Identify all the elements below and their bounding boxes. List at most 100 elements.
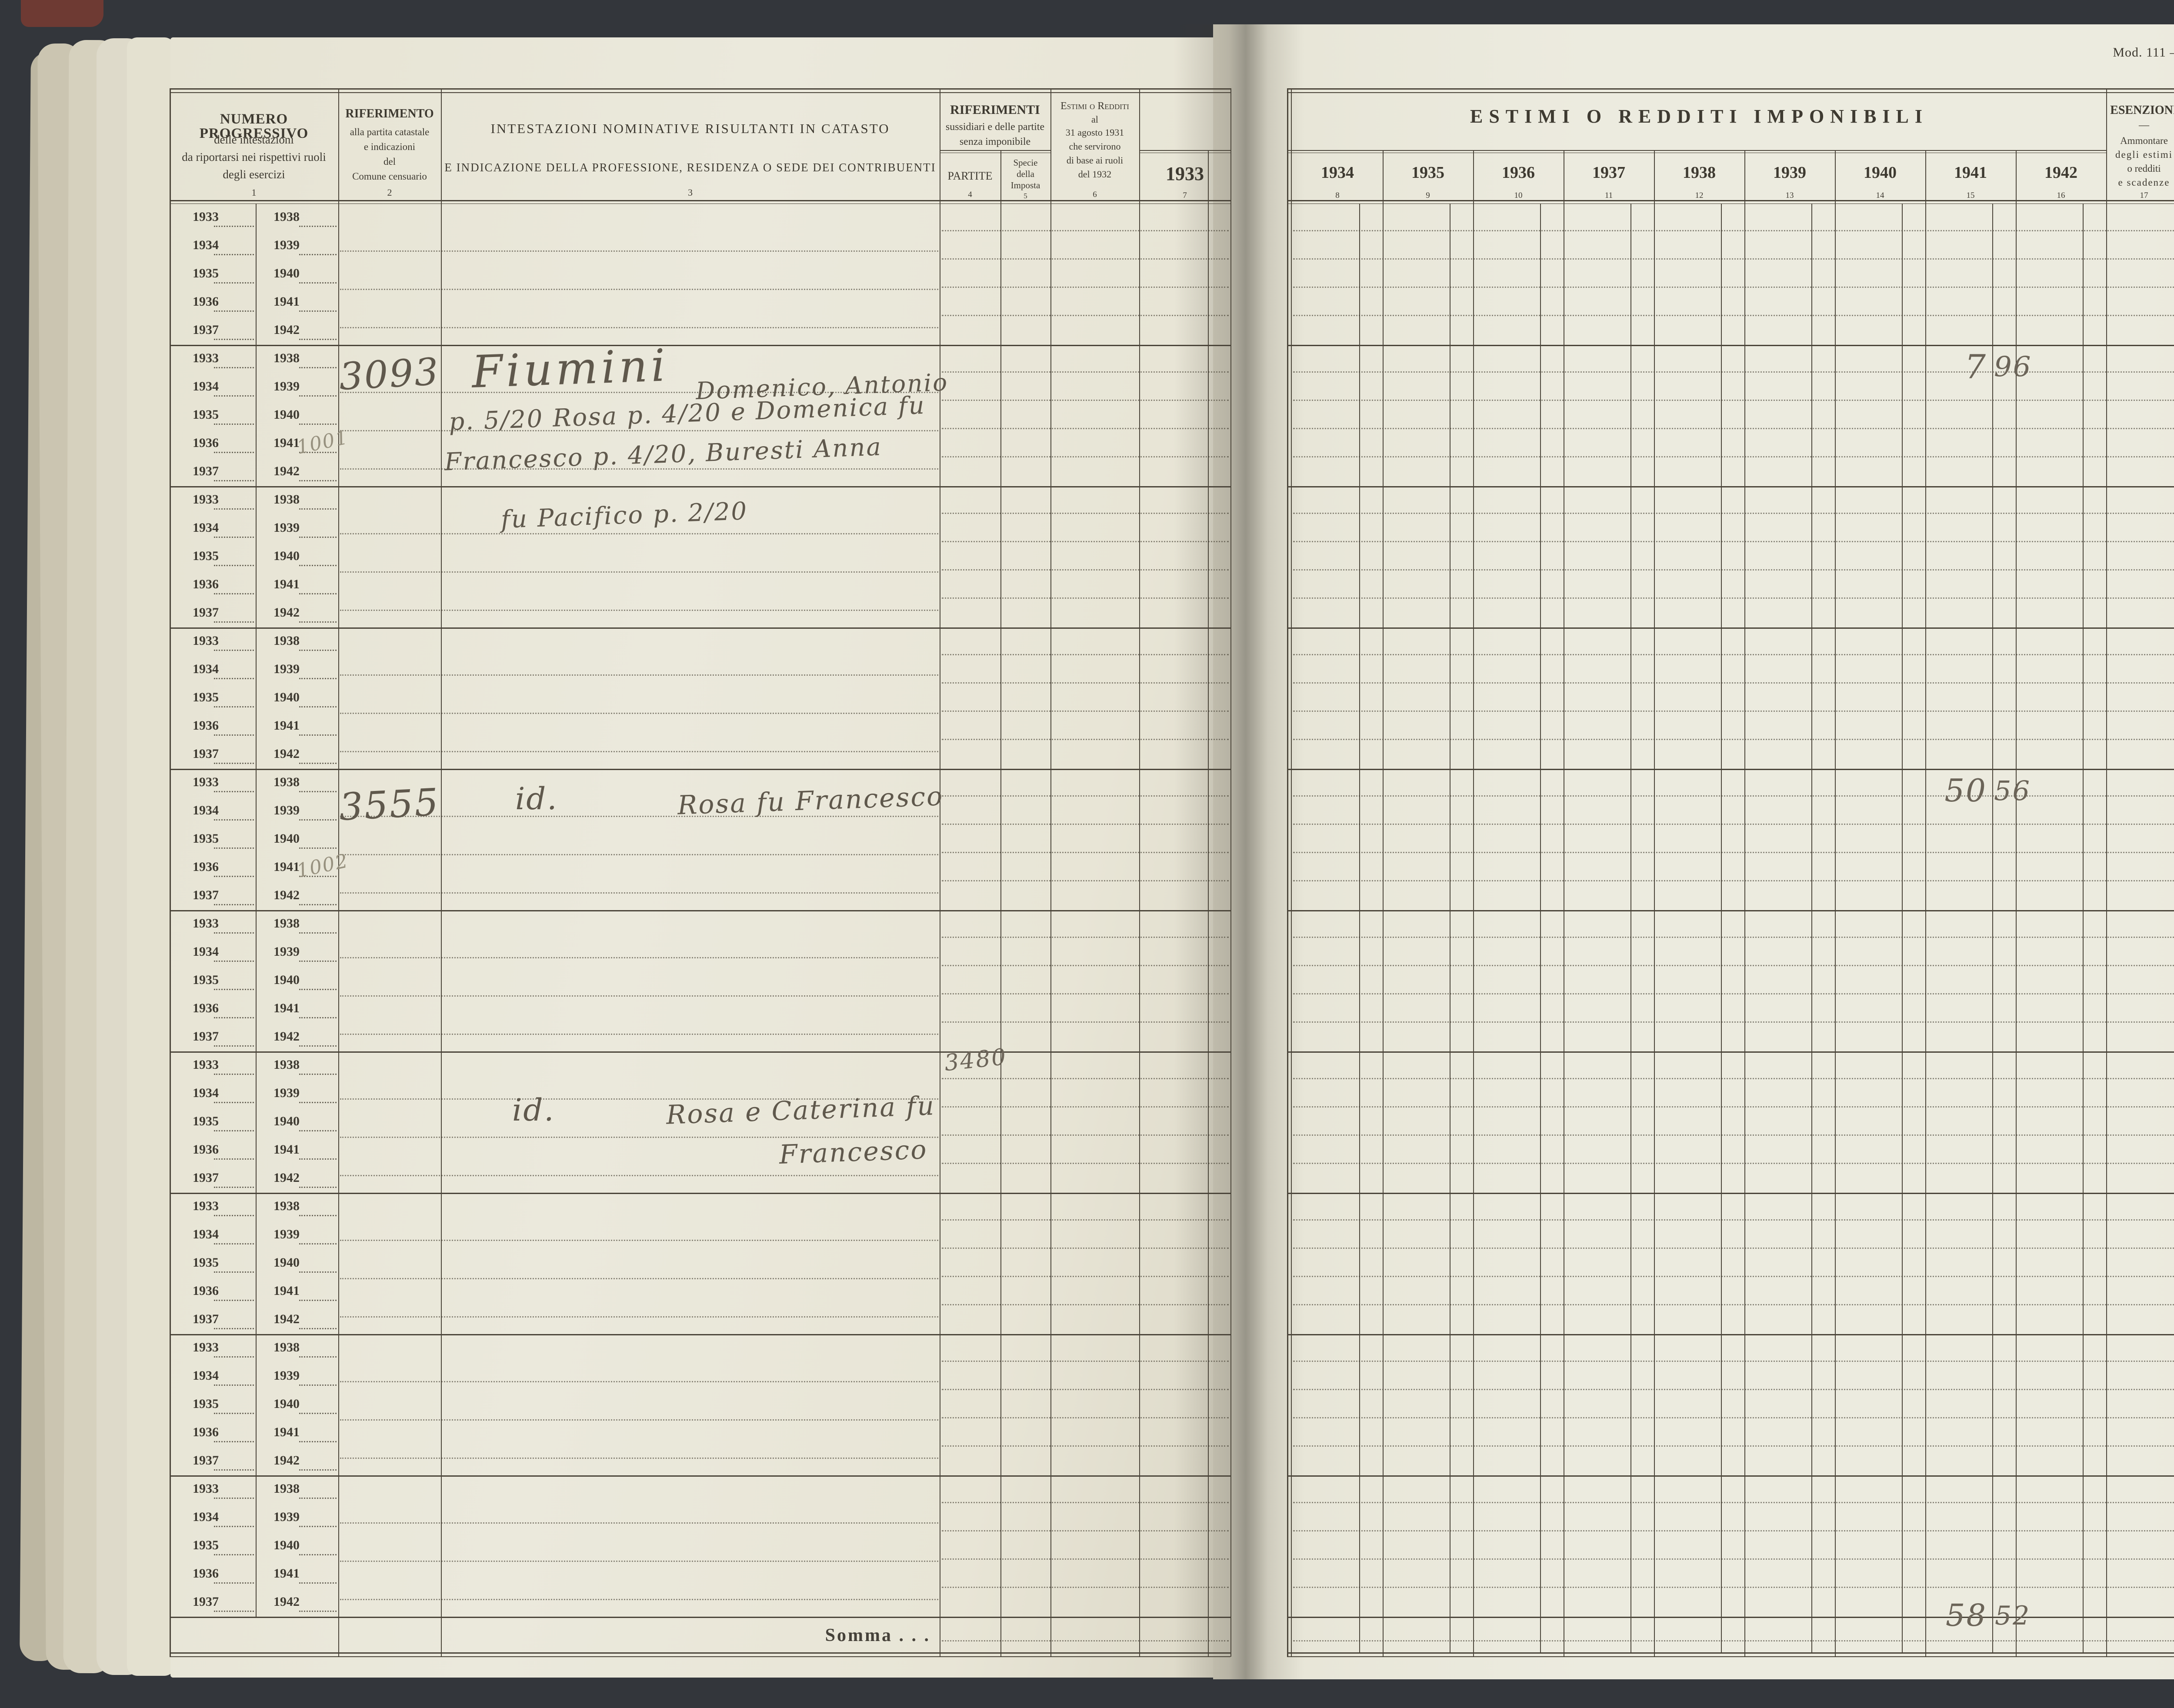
col5-header-line2: della bbox=[1017, 169, 1034, 179]
dotted-rule bbox=[299, 1611, 337, 1612]
dotted-rule bbox=[1293, 1163, 2174, 1164]
dotted-rule bbox=[942, 1021, 1229, 1023]
year-cell-left: 1937 bbox=[193, 323, 219, 337]
year-cell-left: 1934 bbox=[193, 944, 219, 959]
dotted-rule bbox=[299, 1469, 337, 1471]
entry2-1941-centesimi: 56 bbox=[1994, 775, 2031, 807]
dotted-rule bbox=[942, 287, 1229, 288]
group45-header-title: RIFERIMENTI bbox=[950, 103, 1040, 117]
dotted-rule bbox=[942, 1248, 1229, 1249]
entry3-name-line2: Francesco bbox=[778, 1134, 928, 1170]
dotted-rule bbox=[299, 876, 337, 877]
year-header: 1939 bbox=[1773, 163, 1806, 182]
year-cell-right: 1941 bbox=[273, 1284, 300, 1298]
entry3-id-mark: id. bbox=[512, 1092, 555, 1128]
dotted-rule bbox=[214, 1582, 254, 1584]
col2-header-line3: e indicazioni bbox=[363, 141, 416, 152]
dotted-rule bbox=[1293, 852, 2174, 853]
year-cell-left: 1935 bbox=[193, 266, 219, 280]
dotted-rule bbox=[1293, 597, 2174, 599]
dotted-rule bbox=[340, 1458, 938, 1459]
dotted-rule bbox=[299, 819, 337, 821]
dotted-rule bbox=[299, 395, 337, 397]
year-cell-right: 1939 bbox=[273, 238, 300, 252]
entry2-id-mark: id. bbox=[515, 781, 558, 817]
cent-divider bbox=[1902, 203, 1903, 1652]
year-cell-right: 1940 bbox=[273, 831, 300, 846]
year-col-number: 11 bbox=[1604, 191, 1613, 200]
dotted-rule bbox=[299, 452, 337, 453]
dotted-rule bbox=[1293, 1558, 2174, 1560]
year-cell-left: 1933 bbox=[193, 1481, 219, 1496]
dotted-rule bbox=[942, 513, 1229, 514]
year-cell-right: 1939 bbox=[273, 1510, 300, 1524]
year-cell-left: 1936 bbox=[193, 577, 219, 591]
dotted-rule bbox=[214, 1554, 254, 1555]
dotted-rule bbox=[942, 654, 1229, 655]
col7-header-1933: 1933 bbox=[1166, 163, 1204, 184]
year-cell-left: 1935 bbox=[193, 973, 219, 987]
dotted-rule bbox=[299, 650, 337, 651]
dotted-rule bbox=[1293, 258, 2174, 260]
year-cell-left: 1934 bbox=[193, 1086, 219, 1100]
year-header: 1934 bbox=[1321, 163, 1354, 182]
dotted-rule bbox=[340, 713, 938, 714]
dotted-rule bbox=[299, 339, 337, 340]
dotted-rule bbox=[340, 327, 938, 328]
left-table-bottom-border bbox=[170, 1652, 1230, 1654]
dotted-rule bbox=[942, 1640, 1229, 1641]
dotted-rule bbox=[299, 706, 337, 707]
cent-divider bbox=[1630, 203, 1631, 1652]
dotted-rule bbox=[214, 565, 254, 566]
block-border bbox=[1287, 345, 2174, 346]
year-cell-left: 1937 bbox=[193, 1029, 219, 1044]
year-cell-left: 1934 bbox=[193, 803, 219, 817]
dotted-rule bbox=[299, 1045, 337, 1047]
dotted-rule bbox=[1293, 1502, 2174, 1503]
year-col-number: 9 bbox=[1426, 191, 1430, 200]
dotted-rule bbox=[340, 1561, 938, 1562]
col2-number: 2 bbox=[387, 187, 392, 198]
dotted-rule bbox=[214, 791, 254, 792]
year-cell-left: 1936 bbox=[193, 1284, 219, 1298]
dotted-rule bbox=[942, 852, 1229, 853]
right-table-top-border bbox=[1287, 88, 2174, 90]
dotted-rule bbox=[1293, 993, 2174, 994]
year-cell-left: 1935 bbox=[193, 407, 219, 422]
dotted-rule bbox=[299, 508, 337, 510]
year-cell-left: 1934 bbox=[193, 520, 219, 535]
dotted-rule bbox=[299, 621, 337, 623]
dotted-rule bbox=[299, 734, 337, 736]
dotted-rule bbox=[1293, 400, 2174, 401]
col6-header-line2: al bbox=[1091, 114, 1098, 125]
year-cell-left: 1934 bbox=[193, 1227, 219, 1241]
block-border bbox=[170, 769, 1230, 770]
year-cell-right: 1939 bbox=[273, 520, 300, 535]
year-header: 1935 bbox=[1411, 163, 1444, 182]
col5-header-line1: Specie bbox=[1013, 157, 1038, 168]
year-col-divider bbox=[1744, 150, 1745, 1657]
block-border bbox=[170, 1617, 1230, 1618]
dotted-rule bbox=[299, 791, 337, 792]
dotted-rule bbox=[214, 876, 254, 877]
dotted-rule bbox=[1293, 824, 2174, 825]
col3-number: 3 bbox=[688, 187, 693, 198]
dotted-rule bbox=[214, 819, 254, 821]
dotted-rule bbox=[214, 1526, 254, 1527]
entry2-1941-lire: 50 bbox=[1944, 772, 1987, 809]
entry1-riferimento: 3093 bbox=[338, 350, 441, 399]
dotted-rule bbox=[942, 739, 1229, 740]
dotted-rule bbox=[340, 1137, 938, 1138]
year-cell-right: 1938 bbox=[273, 1340, 300, 1354]
year-cell-right: 1938 bbox=[273, 210, 300, 224]
dotted-rule bbox=[1293, 937, 2174, 938]
year-cell-left: 1936 bbox=[193, 1425, 219, 1439]
dotted-rule bbox=[214, 1045, 254, 1047]
year-cell-right: 1938 bbox=[273, 1057, 300, 1072]
dotted-rule bbox=[214, 593, 254, 594]
dotted-rule bbox=[1293, 541, 2174, 542]
dotted-rule bbox=[340, 1381, 938, 1382]
block-border bbox=[170, 1193, 1230, 1194]
year-cell-right: 1938 bbox=[273, 634, 300, 648]
dotted-rule bbox=[214, 1158, 254, 1160]
